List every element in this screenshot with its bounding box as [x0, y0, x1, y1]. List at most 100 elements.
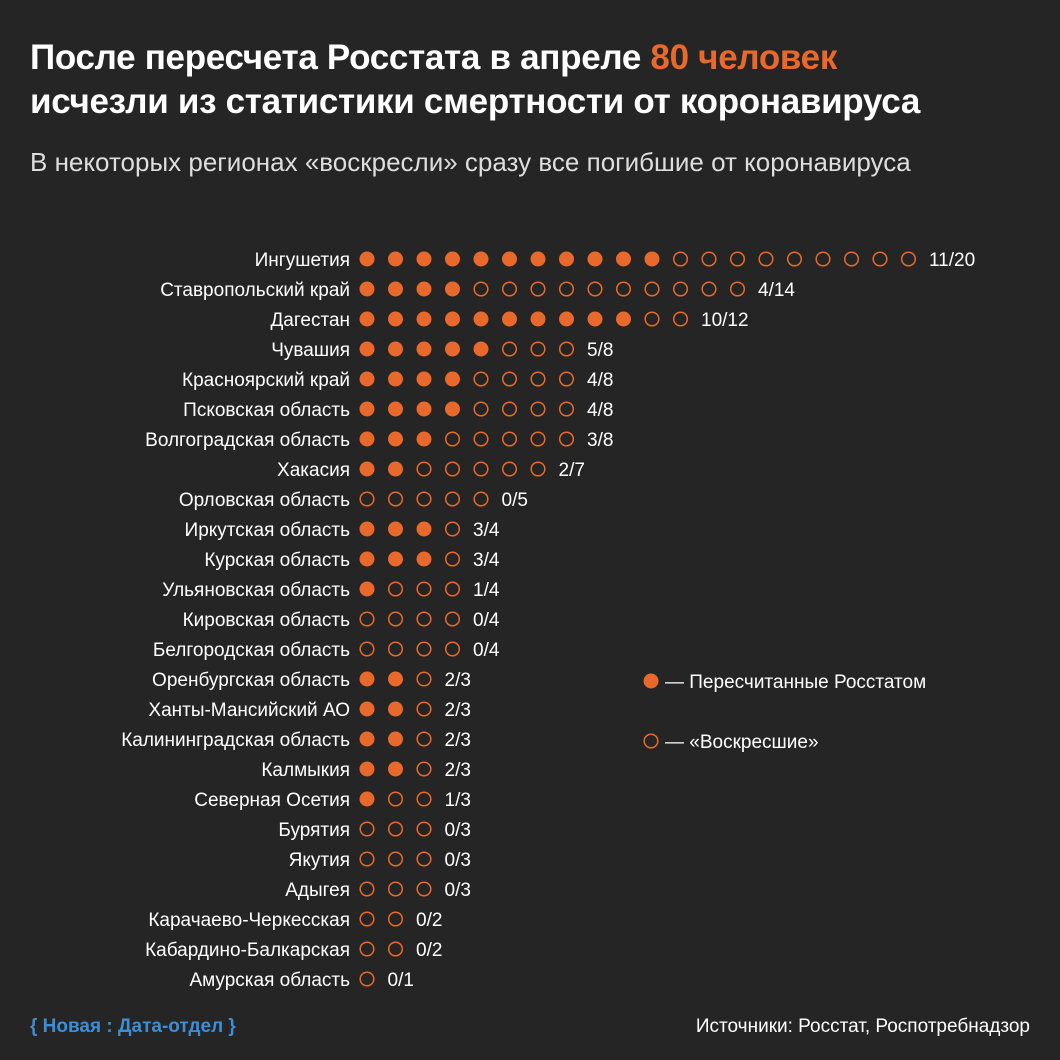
resurrected-dot — [444, 641, 461, 657]
region-label: Белгородская область — [153, 640, 350, 661]
resurrected-dot — [387, 821, 404, 837]
value-label: 2/3 — [445, 760, 471, 781]
resurrected-dot — [416, 581, 432, 597]
resurrected-dot — [672, 251, 689, 267]
recounted-dot — [359, 341, 375, 357]
resurrected-dot — [501, 281, 518, 297]
legend-label: — «Воскресшие» — [665, 732, 819, 753]
resurrected-dot — [558, 281, 575, 297]
resurrected-dot — [672, 311, 689, 327]
recounted-dot — [388, 521, 403, 537]
recounted-dot — [587, 311, 603, 327]
region-label: Якутия — [289, 850, 350, 871]
resurrected-dot — [501, 431, 518, 447]
value-label: 11/20 — [929, 250, 975, 271]
region-label: Чувашия — [271, 340, 350, 361]
region-label: Ханты-Мансийский АО — [148, 700, 350, 721]
recounted-dot — [388, 371, 403, 387]
recounted-dot — [388, 761, 403, 777]
resurrected-dot — [444, 491, 461, 507]
region-label: Адыгея — [285, 880, 350, 901]
resurrected-dot — [387, 791, 404, 807]
resurrected-dot — [416, 491, 432, 507]
region-label: Кабардино-Балкарская — [145, 940, 350, 961]
recounted-dot — [359, 551, 375, 567]
resurrected-dot — [530, 431, 546, 447]
resurrected-dot — [444, 461, 461, 477]
region-label: Северная Осетия — [194, 790, 350, 811]
resurrected-dot — [387, 611, 404, 627]
resurrected-dot — [416, 851, 432, 867]
recounted-dot — [416, 371, 432, 387]
value-label: 0/3 — [445, 880, 471, 901]
resurrected-dot — [872, 251, 888, 267]
value-label: 1/4 — [473, 580, 500, 601]
region-label: Красноярский край — [182, 370, 350, 391]
recounted-dot — [359, 761, 375, 777]
resurrected-dot — [843, 251, 860, 267]
recounted-dot — [388, 311, 403, 327]
chart-subtitle: В некоторых регионах «воскресли» сразу в… — [30, 147, 911, 177]
brand-logo: { Новая : Дата-отдел } — [30, 1016, 236, 1037]
legend-filled-marker — [643, 673, 659, 689]
recounted-dot — [473, 251, 489, 267]
region-label: Бурятия — [278, 820, 350, 841]
resurrected-dot — [416, 821, 432, 837]
resurrected-dot — [530, 461, 546, 477]
recounted-dot — [359, 251, 375, 267]
recounted-dot — [359, 431, 375, 447]
value-label: 0/3 — [445, 820, 471, 841]
resurrected-dot — [729, 251, 746, 267]
resurrected-dot — [387, 491, 404, 507]
value-label: 4/8 — [587, 370, 613, 391]
recounted-dot — [388, 341, 403, 357]
resurrected-dot — [416, 731, 432, 747]
resurrected-dot — [701, 251, 717, 267]
value-label: 4/14 — [758, 280, 795, 301]
resurrected-dot — [473, 461, 489, 477]
region-label: Хакасия — [277, 460, 350, 481]
resurrected-dot — [786, 251, 803, 267]
chart-title: После пересчета Росстата в апреле 80 чел… — [30, 36, 1040, 124]
resurrected-dot — [416, 881, 432, 897]
resurrected-dot — [444, 581, 461, 597]
recounted-dot — [445, 251, 460, 267]
resurrected-dot — [558, 401, 575, 417]
recounted-dot — [416, 281, 432, 297]
region-label: Ульяновская область — [162, 580, 350, 601]
resurrected-dot — [416, 701, 432, 717]
recounted-dot — [416, 431, 432, 447]
resurrected-dot — [501, 461, 518, 477]
value-label: 3/4 — [473, 520, 500, 541]
recounted-dot — [388, 701, 403, 717]
recounted-dot — [359, 581, 375, 597]
resurrected-dot — [530, 401, 546, 417]
value-label: 0/1 — [388, 970, 414, 991]
resurrected-dot — [387, 881, 404, 897]
recounted-dot — [416, 311, 432, 327]
value-label: 0/2 — [416, 940, 442, 961]
resurrected-dot — [729, 281, 746, 297]
resurrected-dot — [758, 251, 774, 267]
value-label: 10/12 — [701, 310, 749, 331]
resurrected-dot — [359, 611, 375, 627]
recounted-dot — [502, 311, 517, 327]
recounted-dot — [359, 401, 375, 417]
resurrected-dot — [359, 881, 375, 897]
resurrected-dot — [359, 641, 375, 657]
resurrected-dot — [530, 281, 546, 297]
region-label: Калмыкия — [261, 760, 350, 781]
recounted-dot — [559, 251, 574, 267]
resurrected-dot — [444, 551, 461, 567]
recounted-dot — [359, 521, 375, 537]
resurrected-dot — [387, 581, 404, 597]
resurrected-dot — [444, 431, 461, 447]
recounted-dot — [445, 311, 460, 327]
resurrected-dot — [701, 281, 717, 297]
resurrected-dot — [473, 401, 489, 417]
value-label: 4/8 — [587, 400, 613, 421]
recounted-dot — [473, 341, 489, 357]
recounted-dot — [416, 551, 432, 567]
recounted-dot — [416, 401, 432, 417]
resurrected-dot — [359, 941, 375, 957]
